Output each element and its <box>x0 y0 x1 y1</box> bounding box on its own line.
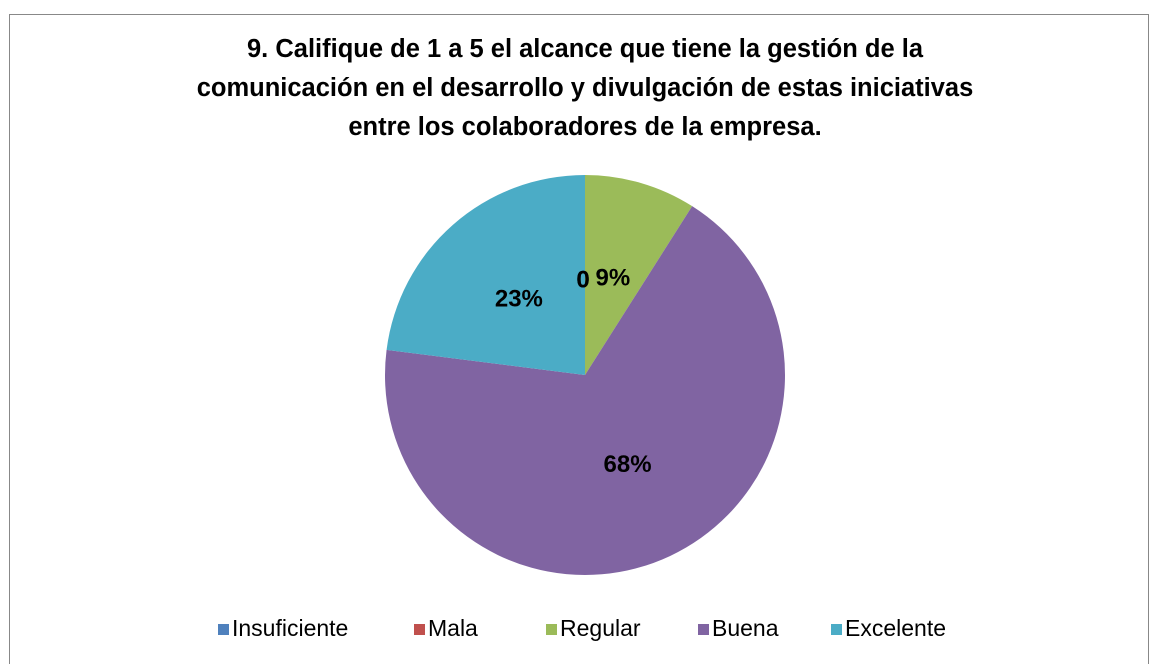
legend-label: Mala <box>428 615 478 641</box>
legend-label: Regular <box>560 615 641 641</box>
legend-swatch <box>831 624 842 635</box>
data-label: 0 <box>576 266 589 293</box>
legend-swatch <box>414 624 425 635</box>
pie-slice <box>585 175 693 375</box>
legend-swatch <box>698 624 709 635</box>
legend-swatch <box>546 624 557 635</box>
data-label: 23% <box>495 285 543 312</box>
pie-slice <box>386 175 585 375</box>
data-label: 9% <box>596 264 631 291</box>
legend-swatch <box>218 624 229 635</box>
data-label: 68% <box>604 451 652 478</box>
legend-label: Excelente <box>845 615 946 641</box>
chart-border <box>9 14 1149 664</box>
chart-title: 9. Califique de 1 a 5 el alcance que tie… <box>196 35 974 141</box>
legend-label: Insuficiente <box>232 615 348 641</box>
pie-slice <box>385 206 785 576</box>
legend-label: Buena <box>712 615 779 641</box>
data-label: 0 <box>576 266 589 293</box>
